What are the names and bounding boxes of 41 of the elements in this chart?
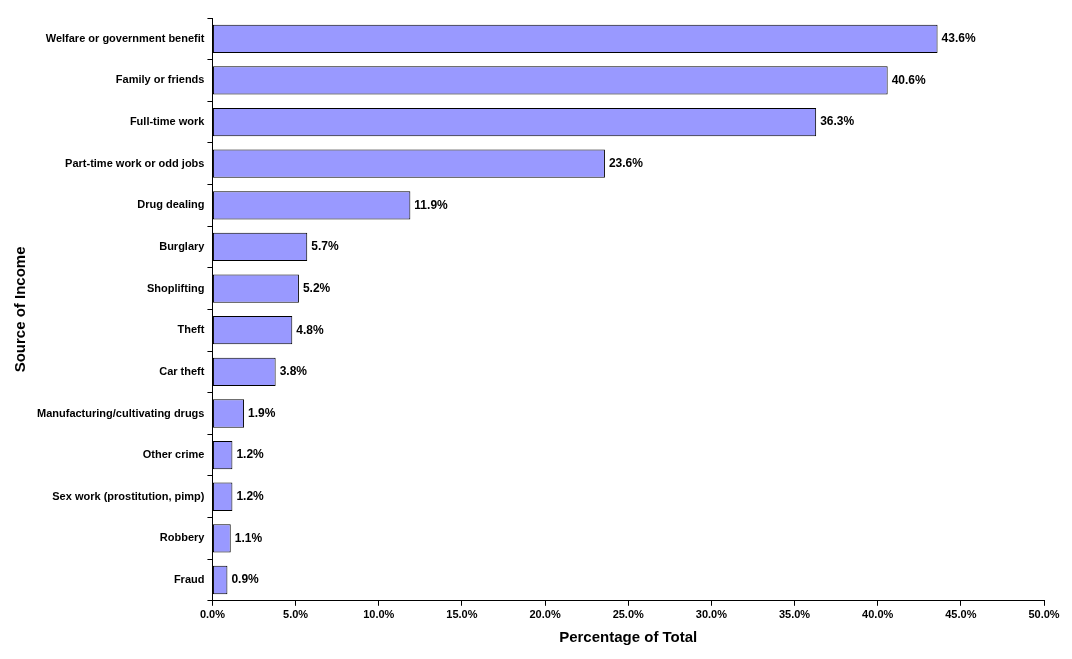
y-tick-label: Fraud bbox=[173, 573, 205, 586]
y-tick-label: Family or friends bbox=[115, 73, 205, 86]
data-label: 1.2% bbox=[236, 447, 265, 462]
y-tick-label: Sex work (prostitution, pimp) bbox=[52, 489, 205, 502]
x-tick-label: 15.0% bbox=[446, 608, 478, 621]
data-label: 5.2% bbox=[302, 280, 331, 295]
x-tick-label: 5.0% bbox=[283, 608, 309, 621]
y-tick-label: Manufacturing/cultivating drugs bbox=[37, 406, 205, 419]
data-label: 11.9% bbox=[414, 197, 449, 212]
x-tick-label: 25.0% bbox=[612, 608, 645, 621]
x-tick-label: 0.0% bbox=[199, 608, 226, 621]
data-label: 0.9% bbox=[231, 572, 260, 587]
x-tick-label: 35.0% bbox=[778, 608, 811, 621]
y-tick-label: Theft bbox=[177, 323, 205, 336]
x-tick-label: 20.0% bbox=[529, 608, 561, 621]
data-label: 40.6% bbox=[891, 72, 927, 87]
x-tick-label: 45.0% bbox=[945, 608, 977, 621]
data-label: 36.3% bbox=[820, 114, 855, 129]
y-axis-title: Source of Income bbox=[11, 246, 29, 373]
y-tick-label: Full-time work bbox=[129, 115, 206, 128]
y-tick-label: Shoplifting bbox=[147, 281, 205, 294]
x-axis-title: Percentage of Total bbox=[559, 628, 698, 646]
data-label: 43.6% bbox=[941, 31, 976, 46]
data-label: 1.9% bbox=[248, 405, 276, 420]
data-label: 3.8% bbox=[279, 364, 308, 379]
x-tick-label: 40.0% bbox=[862, 608, 894, 621]
x-tick-label: 30.0% bbox=[695, 608, 728, 621]
y-tick-label: Drug dealing bbox=[137, 198, 205, 211]
y-tick-label: Car theft bbox=[159, 364, 205, 377]
x-tick-label: 10.0% bbox=[363, 608, 395, 621]
x-tick-label: 50.0% bbox=[1028, 608, 1060, 621]
y-tick-label: Part-time work or odd jobs bbox=[65, 156, 205, 169]
y-tick-label: Welfare or government benefit bbox=[45, 31, 205, 44]
data-label: 1.1% bbox=[234, 530, 263, 545]
y-tick-label: Robbery bbox=[159, 531, 206, 544]
data-label: 1.2% bbox=[236, 489, 265, 504]
data-label: 5.7% bbox=[311, 239, 339, 254]
data-label: 4.8% bbox=[296, 322, 324, 337]
data-label: 23.6% bbox=[608, 156, 644, 171]
y-tick-label: Other crime bbox=[142, 448, 205, 461]
y-tick-label: Burglary bbox=[159, 239, 206, 252]
